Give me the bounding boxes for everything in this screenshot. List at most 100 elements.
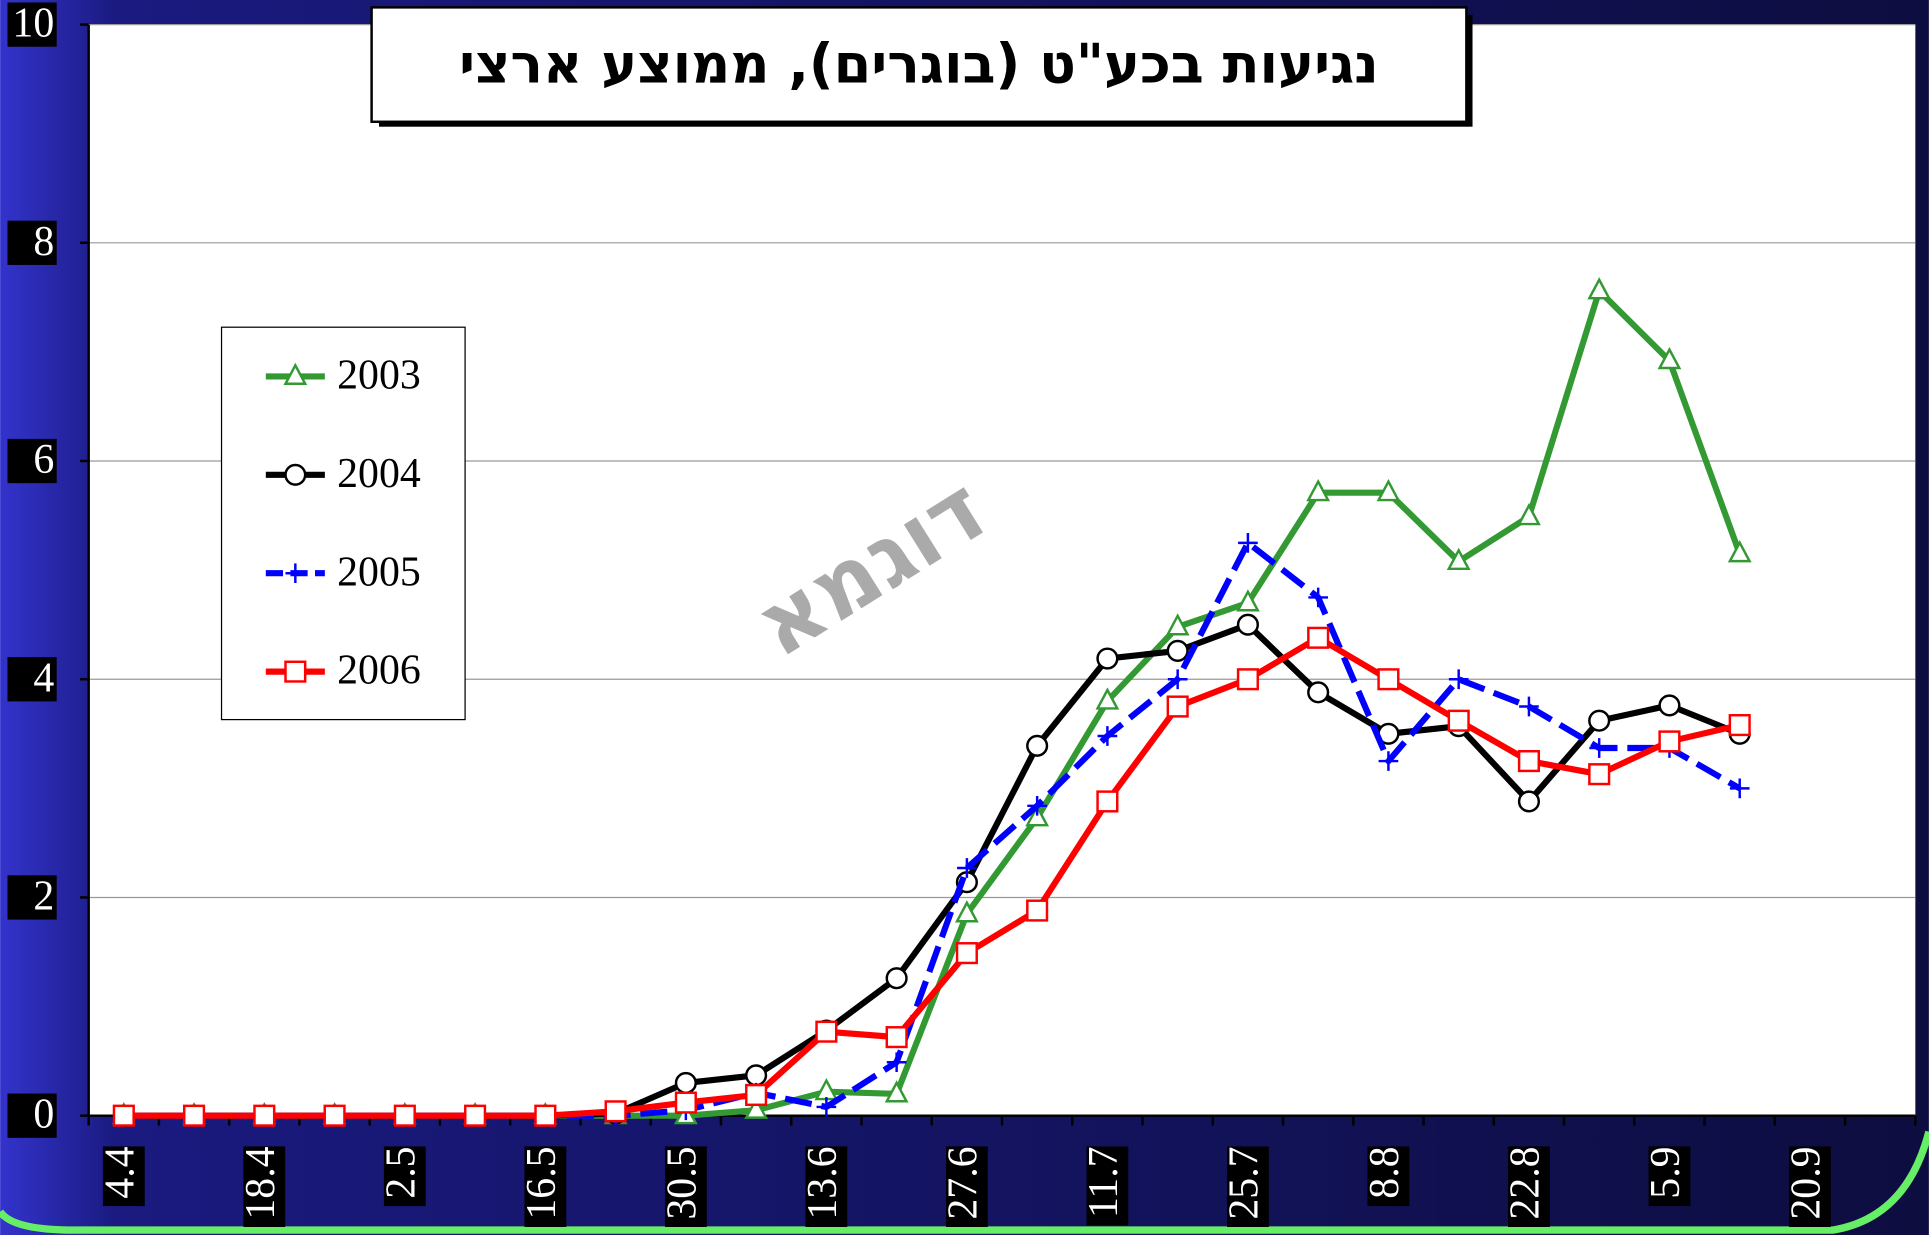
marker — [1588, 709, 1611, 732]
x-tick-label-bg — [243, 1146, 286, 1227]
marker — [884, 1080, 909, 1103]
marker — [1236, 668, 1259, 691]
marker — [323, 1104, 346, 1127]
y-tick-label: 6 — [33, 437, 54, 483]
marker — [1517, 502, 1541, 526]
marker — [1447, 709, 1470, 732]
x-tick-label: 18.4 — [238, 1146, 284, 1219]
y-tick-label-bg — [7, 875, 57, 920]
marker — [1376, 478, 1401, 502]
x-tick-label-bg — [1086, 1146, 1129, 1226]
y-tick-label-bg — [7, 438, 57, 484]
marker — [1446, 547, 1471, 571]
marker — [1587, 277, 1612, 300]
marker — [1026, 899, 1049, 922]
x-tick-label: 13.6 — [800, 1146, 846, 1219]
x-tick-label-bg — [1508, 1146, 1550, 1227]
marker — [283, 362, 308, 386]
x-tick-label-bg — [1789, 1146, 1831, 1227]
marker — [885, 967, 908, 990]
marker — [1027, 795, 1047, 816]
marker — [253, 1104, 276, 1127]
x-tick-label-bg — [1648, 1146, 1691, 1207]
marker — [957, 858, 977, 878]
marker — [674, 1071, 697, 1095]
marker — [1728, 714, 1751, 737]
marker — [1165, 613, 1190, 636]
legend-label: 2005 — [337, 549, 421, 595]
marker — [1025, 804, 1050, 827]
marker — [1236, 613, 1259, 636]
marker — [182, 1104, 206, 1127]
y-tick-label-bg — [7, 657, 57, 702]
title-shadow — [1466, 14, 1473, 126]
chart-title: נגיעות בכע"ט (בוגרים), ממוצע ארצי — [459, 32, 1379, 95]
x-tick-label: 20.9 — [1784, 1146, 1830, 1219]
marker — [744, 1096, 769, 1119]
title-shadow — [378, 121, 1473, 127]
marker — [1095, 687, 1120, 710]
marker — [1378, 751, 1399, 771]
marker — [1658, 730, 1681, 753]
marker — [1517, 750, 1541, 773]
marker — [815, 1020, 838, 1043]
y-tick-label: 2 — [33, 874, 54, 920]
marker — [1096, 790, 1119, 813]
marker — [284, 463, 307, 486]
decor-arc — [0, 1130, 1929, 1234]
marker — [534, 1104, 557, 1127]
marker — [745, 1083, 768, 1107]
marker — [1097, 726, 1118, 746]
x-tick-label: 16.5 — [519, 1146, 565, 1219]
marker — [1236, 589, 1260, 612]
marker — [1657, 346, 1682, 370]
x-tick-label-bg — [805, 1146, 848, 1227]
y-tick-label-bg — [7, 1093, 57, 1138]
legend-label: 2006 — [337, 648, 421, 694]
marker — [1517, 790, 1541, 813]
y-tick-label-bg — [7, 2, 57, 47]
marker — [1306, 478, 1331, 502]
x-tick-label-bg — [524, 1146, 567, 1227]
marker — [1448, 669, 1469, 690]
marker — [1238, 533, 1258, 553]
marker — [464, 1104, 487, 1127]
marker — [1727, 540, 1752, 563]
marker — [285, 563, 306, 584]
y-tick-label: 8 — [33, 219, 54, 265]
marker — [1026, 734, 1049, 757]
legend-label: 2003 — [337, 352, 421, 398]
x-tick-label: 22.8 — [1503, 1146, 1549, 1219]
x-tick-label: 11.7 — [1081, 1146, 1127, 1218]
y-tick-label: 10 — [12, 1, 54, 47]
marker — [816, 1097, 837, 1117]
marker — [1658, 694, 1681, 717]
y-tick-label: 4 — [33, 655, 54, 701]
marker — [1167, 669, 1188, 690]
x-tick-label: 25.7 — [1222, 1146, 1268, 1219]
marker — [745, 1064, 768, 1087]
x-tick-label-bg — [1367, 1146, 1410, 1207]
marker — [1729, 778, 1750, 799]
marker — [955, 942, 978, 965]
marker — [604, 1100, 627, 1123]
marker — [1308, 587, 1329, 608]
x-tick-label: 30.5 — [659, 1146, 705, 1219]
marker — [1377, 668, 1400, 691]
x-tick-label: 8.8 — [1362, 1146, 1408, 1198]
legend-label: 2004 — [337, 451, 421, 497]
x-tick-label: 2.5 — [378, 1146, 424, 1198]
x-tick-label-bg — [102, 1146, 145, 1207]
marker — [886, 1052, 907, 1073]
legend-box — [220, 326, 466, 721]
x-tick-label-bg — [664, 1146, 707, 1227]
marker — [954, 900, 979, 923]
x-tick-label-bg — [945, 1146, 988, 1227]
series-line — [123, 634, 1741, 1119]
marker — [1519, 696, 1539, 717]
x-tick-label: 4.4 — [97, 1146, 143, 1198]
marker — [1166, 695, 1189, 718]
x-tick-label: 27.6 — [940, 1146, 986, 1219]
